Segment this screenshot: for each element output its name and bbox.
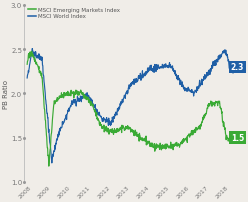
Y-axis label: PB Ratio: PB Ratio <box>3 79 9 108</box>
Legend: MSCI Emerging Markets Index, MSCI World Index: MSCI Emerging Markets Index, MSCI World … <box>27 7 121 20</box>
Text: 1.5: 1.5 <box>231 133 244 142</box>
Text: 2.3: 2.3 <box>231 63 244 72</box>
